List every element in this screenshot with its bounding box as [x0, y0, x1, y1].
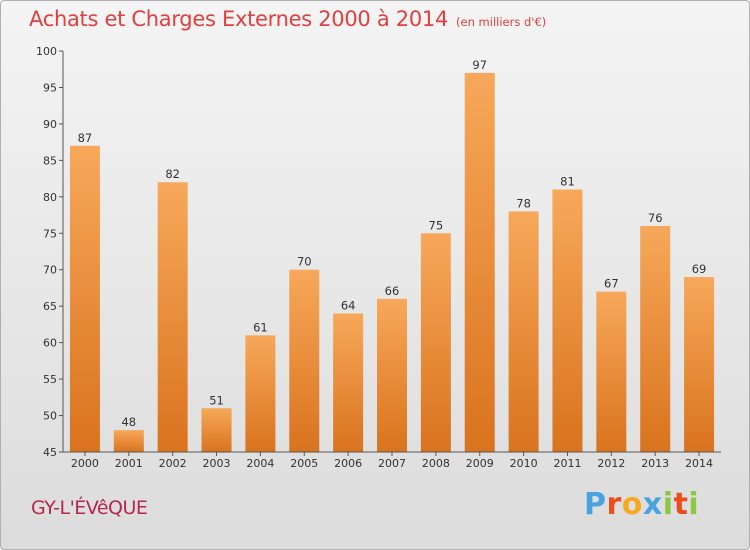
- x-tick-label: 2008: [422, 457, 450, 470]
- bar: [157, 182, 188, 452]
- x-tick-label: 2006: [334, 457, 362, 470]
- x-tick-label: 2013: [641, 457, 669, 470]
- bar: [333, 313, 364, 452]
- logo-letter: t: [673, 487, 689, 522]
- y-tick-label: 60: [43, 337, 57, 350]
- bar-value-label: 76: [648, 211, 663, 225]
- y-tick-label: 100: [36, 45, 57, 58]
- x-tick-label: 2007: [378, 457, 406, 470]
- x-axis: 2000 2001 2002 2003 2004 2005 2006 2007 2008 2009…: [63, 451, 721, 470]
- y-tick-label: 75: [43, 227, 57, 240]
- bar-value-label: 78: [516, 196, 531, 210]
- bar: [640, 225, 671, 452]
- bar-value-label: 82: [165, 167, 180, 181]
- logo-letter: x: [642, 487, 663, 522]
- x-tick-label: 2005: [290, 457, 318, 470]
- bar-value-label: 81: [560, 175, 575, 189]
- x-tick-label: 2002: [159, 457, 187, 470]
- x-tick-label: 2003: [203, 457, 231, 470]
- x-tick-label: 2001: [115, 457, 143, 470]
- bar: [420, 233, 451, 452]
- bar-value-label: 61: [253, 320, 268, 334]
- x-tick-label: 2009: [466, 457, 494, 470]
- bar-value-label: 51: [209, 393, 224, 407]
- y-tick-label: 95: [43, 81, 57, 94]
- bar: [289, 269, 320, 452]
- bar-value-label: 69: [692, 262, 707, 276]
- y-tick-label: 90: [43, 118, 57, 131]
- bar-value-label: 75: [429, 218, 444, 232]
- logo-letter: P: [584, 487, 607, 522]
- chart-title-text: Achats et Charges Externes 2000 à 2014: [29, 7, 449, 31]
- bar-value-label: 64: [341, 298, 356, 312]
- bar: [201, 408, 232, 452]
- logo-letter: o: [621, 487, 643, 522]
- y-tick-label: 50: [43, 410, 57, 423]
- x-tick-label: 2000: [71, 457, 99, 470]
- chart-subtitle: (en milliers d'€): [456, 15, 547, 29]
- bar-series: 87 48 82 51 61 70 64 66 75 97 78 81 67 76 69: [69, 58, 715, 453]
- bar-value-label: 70: [297, 255, 312, 269]
- y-tick-label: 85: [43, 154, 57, 167]
- y-tick-label: 45: [43, 446, 57, 459]
- x-tick-label: 2014: [685, 457, 713, 470]
- y-tick-label: 55: [43, 373, 57, 386]
- bar: [464, 72, 495, 452]
- x-tick-label: 2004: [246, 457, 274, 470]
- x-tick-label: 2012: [597, 457, 625, 470]
- proxiti-logo[interactable]: Proxiti: [584, 487, 699, 522]
- bar: [377, 298, 407, 452]
- y-tick-label: 70: [43, 264, 57, 277]
- y-tick-label: 80: [43, 191, 57, 204]
- y-axis: 45 50 55 60 65 70 75 80 85 90 95 100: [36, 45, 64, 459]
- bar: [596, 291, 627, 452]
- logo-letter: i: [662, 487, 674, 522]
- bar-value-label: 87: [78, 131, 93, 145]
- logo-letter: r: [606, 487, 622, 522]
- bar: [552, 189, 583, 452]
- bar-value-label: 67: [604, 277, 619, 291]
- y-tick-label: 65: [43, 300, 57, 313]
- bar: [69, 145, 100, 453]
- logo-letter: i: [688, 487, 700, 522]
- bar: [508, 211, 539, 452]
- bar-value-label: 48: [121, 415, 136, 429]
- bar: [684, 277, 715, 452]
- bar: [245, 335, 276, 452]
- bar: [113, 430, 144, 452]
- x-tick-label: 2010: [510, 457, 538, 470]
- commune-name: GY-L'ÉVêQUE: [31, 497, 148, 519]
- bar-value-label: 97: [472, 58, 487, 72]
- x-tick-label: 2011: [553, 457, 581, 470]
- bar-value-label: 66: [385, 284, 400, 298]
- chart-title: Achats et Charges Externes 2000 à 2014 (e…: [29, 7, 546, 31]
